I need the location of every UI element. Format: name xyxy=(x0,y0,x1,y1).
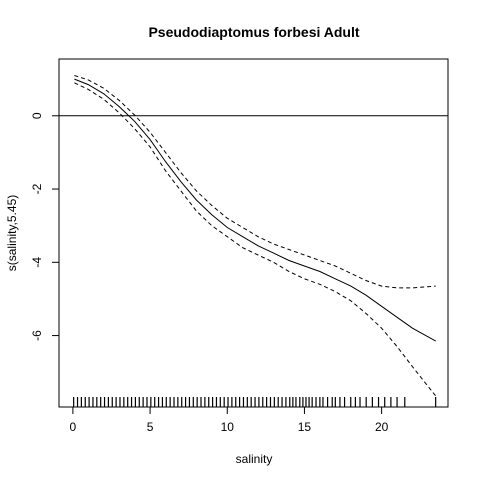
x-tick-label: 20 xyxy=(375,420,389,434)
y-tick-label: -6 xyxy=(30,330,44,341)
chart-title: Pseudodiaptomus forbesi Adult xyxy=(148,24,359,40)
y-tick-label: -2 xyxy=(30,183,44,194)
x-axis-label: salinity xyxy=(236,452,273,466)
x-tick-label: 10 xyxy=(221,420,235,434)
plot-frame xyxy=(58,58,449,408)
y-axis: -6 -4 -2 0 xyxy=(30,112,59,341)
smooth-fit-line xyxy=(74,78,436,342)
x-tick-label: 15 xyxy=(298,420,312,434)
y-tick-label: 0 xyxy=(30,112,44,119)
lower-confidence-line xyxy=(74,82,437,397)
x-tick-label: 0 xyxy=(70,420,77,434)
plot-area xyxy=(59,75,448,407)
upper-confidence-line xyxy=(74,75,436,289)
y-tick-label: -4 xyxy=(30,257,44,268)
x-tick-label: 5 xyxy=(147,420,154,434)
x-axis: 0 5 10 15 20 xyxy=(70,407,389,434)
y-axis-label: s(salinity,5.45) xyxy=(5,195,19,271)
